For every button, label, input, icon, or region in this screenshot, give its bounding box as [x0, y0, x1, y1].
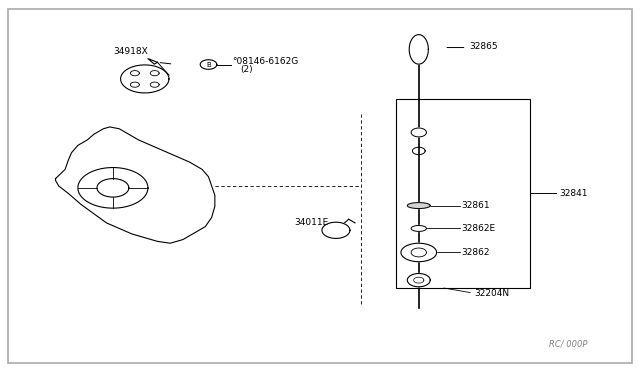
Text: RC/ 000P: RC/ 000P [549, 340, 588, 349]
Text: 32204N: 32204N [474, 289, 509, 298]
Polygon shape [407, 273, 430, 287]
Polygon shape [401, 243, 436, 262]
Text: (2): (2) [241, 65, 253, 74]
Text: B: B [206, 61, 211, 68]
Polygon shape [411, 128, 426, 137]
Text: 32865: 32865 [470, 42, 499, 51]
Text: 32862: 32862 [461, 248, 490, 257]
Bar [396, 99, 531, 288]
Polygon shape [407, 203, 430, 209]
Text: 32861: 32861 [461, 201, 490, 210]
Polygon shape [409, 35, 428, 64]
Polygon shape [411, 225, 426, 231]
Text: 32862E: 32862E [461, 224, 495, 233]
Polygon shape [322, 222, 350, 238]
Text: 34011E: 34011E [294, 218, 329, 227]
Polygon shape [120, 65, 169, 93]
Text: 34918X: 34918X [113, 47, 148, 56]
Text: °08146-6162G: °08146-6162G [232, 57, 298, 66]
Text: 32841: 32841 [559, 189, 588, 198]
